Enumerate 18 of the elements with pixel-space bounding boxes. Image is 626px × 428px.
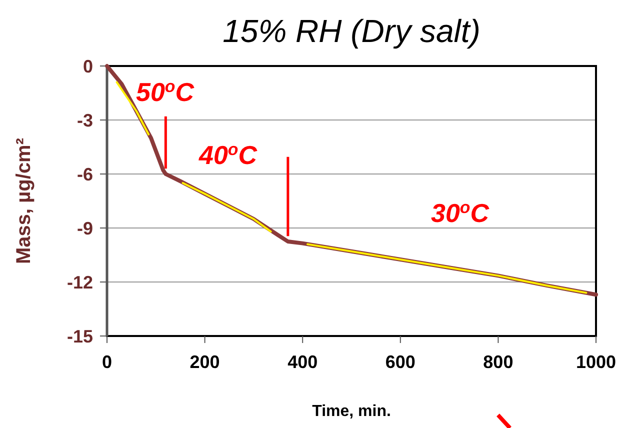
- x-axis-title: Time, min.: [312, 403, 391, 420]
- annotation: 30$^{o}$C: [430, 198, 490, 228]
- y-tick-label: 0: [82, 56, 93, 76]
- x-tick-label: 800: [483, 352, 514, 372]
- x-tick-label: 200: [190, 352, 220, 372]
- x-tick-label: 1000: [576, 352, 616, 372]
- chart-title: 15% RH (Dry salt): [222, 13, 480, 49]
- y-tick-label: -12: [66, 272, 93, 292]
- x-tick-label: 600: [385, 352, 416, 372]
- annotation: 40$^{o}$C: [198, 140, 258, 170]
- x-tick-label: 400: [288, 352, 318, 372]
- x-tick-label: 0: [102, 352, 112, 372]
- y-tick-label: -6: [76, 164, 93, 184]
- y-axis-title: Mass, µg/cm²: [13, 138, 35, 264]
- y-tick-label: -9: [76, 218, 93, 238]
- annotation: 50$^{o}$C: [136, 76, 196, 108]
- y-tick-label: -3: [76, 110, 93, 130]
- y-tick-label: -15: [66, 326, 93, 346]
